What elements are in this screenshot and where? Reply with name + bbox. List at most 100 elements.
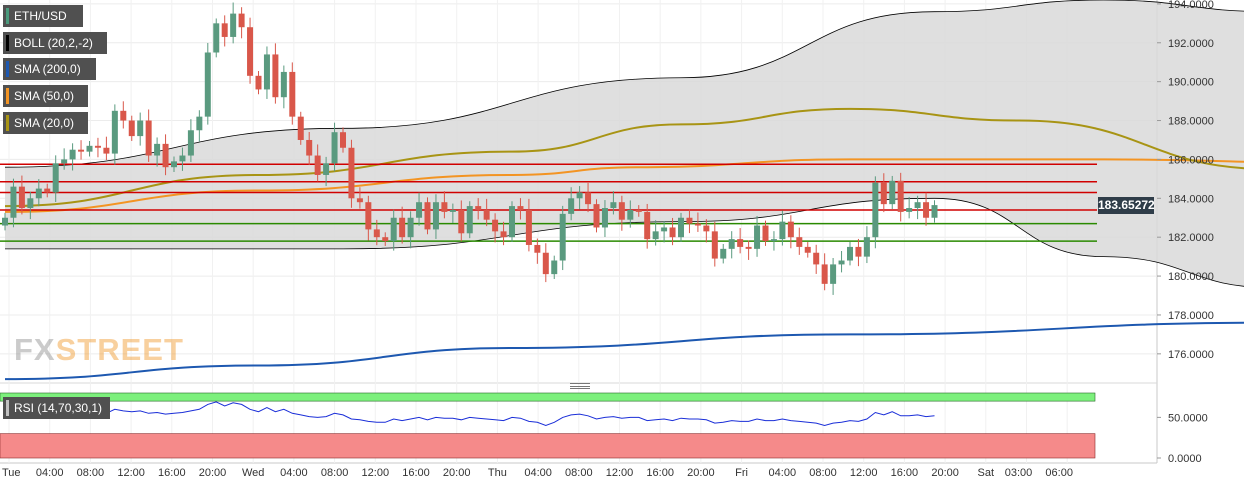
candle-body (247, 27, 254, 76)
candle-body (35, 188, 42, 199)
candle-body (483, 209, 490, 220)
candle-body (652, 231, 659, 240)
candle-body (618, 202, 625, 220)
time-tick-label: 20:00 (931, 467, 959, 479)
candle-body (635, 209, 642, 212)
candle-body (897, 180, 904, 212)
candle-body (255, 75, 262, 90)
legend-label: ETH/USD (14, 9, 67, 23)
candle-body (923, 202, 930, 218)
legend-swatch (6, 61, 9, 78)
sma50-line (4, 158, 1244, 213)
time-tick-label: 12:00 (606, 467, 634, 479)
rsi-legend[interactable]: RSI (14,70,30,1) (3, 397, 111, 419)
candle-body (441, 202, 448, 212)
candle-body (323, 163, 330, 175)
legend-item[interactable]: SMA (20,0) (3, 111, 88, 134)
candle-body (661, 227, 668, 232)
time-tick-label: 20:00 (443, 467, 471, 479)
legend-item[interactable]: SMA (200,0) (3, 58, 96, 81)
candle-body (137, 120, 144, 137)
watermark-street: STREET (55, 332, 184, 367)
candle-body (931, 205, 938, 218)
candle-body (2, 217, 8, 226)
candle-body (94, 145, 101, 148)
time-tick-label: 04:00 (280, 467, 308, 479)
time-tick-label: 08:00 (77, 467, 105, 479)
candle-body (534, 244, 541, 253)
candle-body (872, 182, 879, 238)
pane-resize-handle[interactable] (570, 383, 590, 389)
candle-body (492, 219, 499, 232)
time-tick-label: 12:00 (850, 467, 878, 479)
candle-body (382, 237, 389, 242)
legend-item[interactable]: ETH/USD (3, 5, 83, 27)
sma200-line (4, 321, 1244, 381)
candle-body (906, 208, 913, 212)
candle-body (779, 221, 786, 240)
candle-body (711, 231, 718, 259)
candle-body (52, 163, 59, 193)
candle-body (432, 202, 439, 230)
candle-body (770, 239, 777, 242)
candle-body (787, 221, 794, 238)
candle-body (171, 161, 177, 168)
candle-body (230, 13, 237, 37)
time-tick-label: 16:00 (402, 467, 430, 479)
price-tick-label: 194.0000 (1168, 0, 1214, 11)
candle-body (627, 209, 634, 220)
candle-body (644, 211, 651, 240)
candle-body (263, 54, 270, 90)
price-tick-label: 182.0000 (1168, 232, 1214, 244)
legend-label: SMA (20,0) (14, 115, 75, 130)
candle-body (204, 52, 211, 117)
rsi-oversold-zone (0, 433, 1096, 459)
candle-body (737, 239, 744, 247)
candle-body (601, 208, 608, 228)
candle-body (390, 217, 397, 242)
price-tick-label: 188.0000 (1168, 116, 1214, 128)
time-tick-label: 08:00 (809, 467, 837, 479)
candle-body (69, 149, 76, 160)
legend-item[interactable]: BOLL (20,2,-2) (3, 31, 107, 54)
candle-body (475, 206, 482, 210)
candle-body (111, 110, 118, 154)
candle-body (830, 264, 837, 284)
candle-body (373, 229, 380, 238)
candle-body (314, 155, 321, 175)
legend-item[interactable]: SMA (50,0) (3, 85, 88, 108)
time-tick-label: 06:00 (1045, 467, 1073, 479)
candle-body (745, 246, 752, 249)
candle-body (525, 209, 532, 245)
candle-body (331, 132, 338, 164)
candle-body (78, 149, 85, 152)
candle-body (10, 186, 17, 218)
candle-body (238, 13, 245, 28)
candle-body (542, 252, 549, 275)
candle-body (754, 225, 761, 249)
time-tick-label: 03:00 (1005, 467, 1033, 479)
candle-body (213, 23, 220, 53)
price-tick-label: 180.0000 (1168, 271, 1214, 283)
candle-body (162, 143, 169, 168)
time-tick-label: 04:00 (524, 467, 552, 479)
candle-body (399, 217, 406, 238)
fxstreet-watermark: FXSTREET (14, 332, 184, 368)
candle-body (18, 186, 25, 209)
price-tick-label: 190.0000 (1168, 77, 1214, 89)
candle-body (669, 227, 676, 238)
time-tick-label: 04:00 (769, 467, 797, 479)
candle-body (466, 206, 473, 234)
candle-body (86, 145, 93, 152)
time-tick-label: 08:00 (565, 467, 593, 479)
candle-body (889, 180, 896, 205)
time-tick-label: 12:00 (117, 467, 145, 479)
candle-body (103, 147, 110, 154)
candle-body (728, 239, 735, 249)
legend-swatch (6, 88, 9, 105)
time-tick-label: 16:00 (891, 467, 919, 479)
candle-body (610, 202, 617, 209)
time-tick-label: 08:00 (321, 467, 349, 479)
rsi-tick-label: 0.0000 (1168, 453, 1202, 465)
